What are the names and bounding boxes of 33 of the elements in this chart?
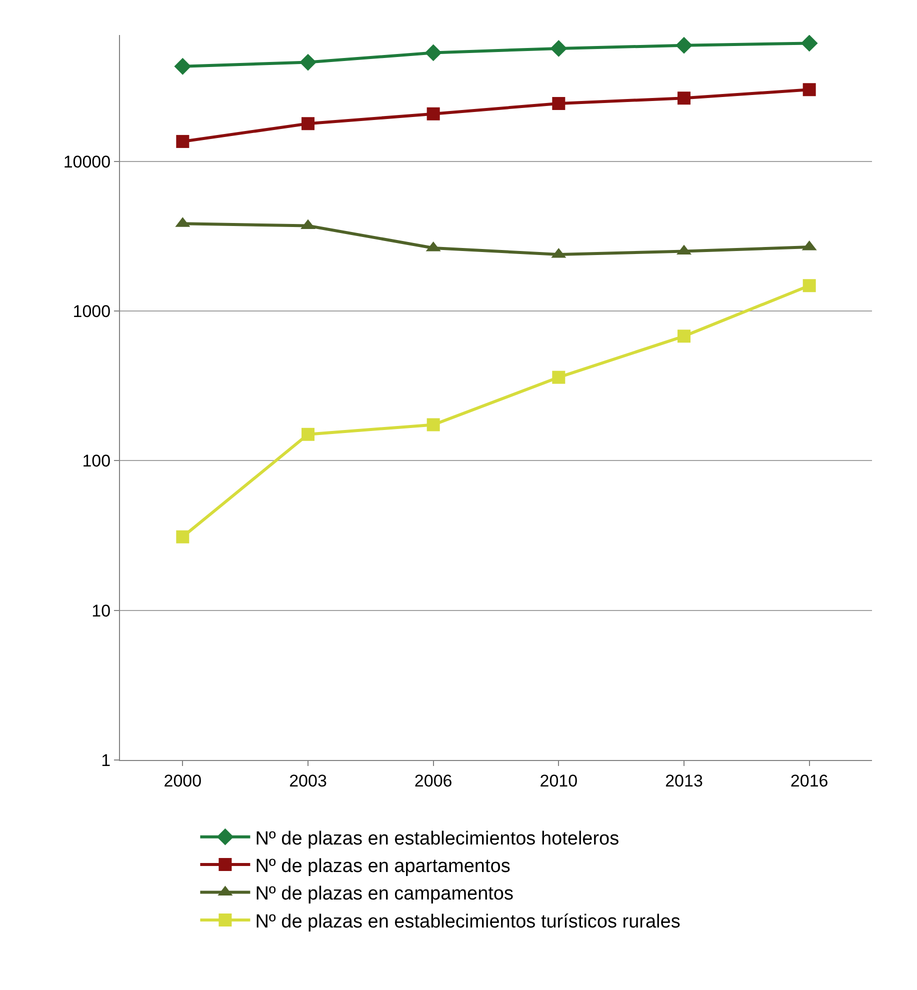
legend-label: Nº de plazas en campamentos xyxy=(255,884,514,905)
point xyxy=(302,117,314,130)
point xyxy=(176,134,190,148)
x-tick-label: 2016 xyxy=(790,771,828,790)
point xyxy=(802,83,816,96)
point xyxy=(550,40,568,57)
point xyxy=(300,54,316,71)
x-tick-label: 2006 xyxy=(414,771,452,790)
point xyxy=(800,35,818,52)
point xyxy=(302,428,314,441)
point xyxy=(426,107,440,120)
legend-label: Nº de plazas en apartamentos xyxy=(255,856,510,877)
y-tick-label: 10000 xyxy=(63,152,111,172)
x-tick-label: 2000 xyxy=(164,771,202,790)
y-tick-label: 100 xyxy=(82,452,111,471)
y-tick-label: 1 xyxy=(101,750,111,770)
y-tick-label: 10 xyxy=(92,601,111,620)
point xyxy=(426,418,440,432)
point xyxy=(678,330,690,343)
point xyxy=(176,530,190,544)
point xyxy=(676,36,692,54)
x-tick-label: 2003 xyxy=(289,771,327,790)
x-tick-label: 2010 xyxy=(540,771,578,790)
point xyxy=(174,58,192,75)
point xyxy=(678,92,690,105)
point xyxy=(552,96,566,110)
y-tick-label: 1000 xyxy=(72,302,111,322)
point xyxy=(552,370,566,384)
legend-label: Nº de plazas en establecimientos turísticos rurales xyxy=(255,911,680,932)
point xyxy=(802,279,816,292)
point xyxy=(424,44,442,62)
legend-label: Nº de plazas en establecimientos hoteleros xyxy=(255,828,620,850)
x-tick-label: 2013 xyxy=(665,771,703,790)
